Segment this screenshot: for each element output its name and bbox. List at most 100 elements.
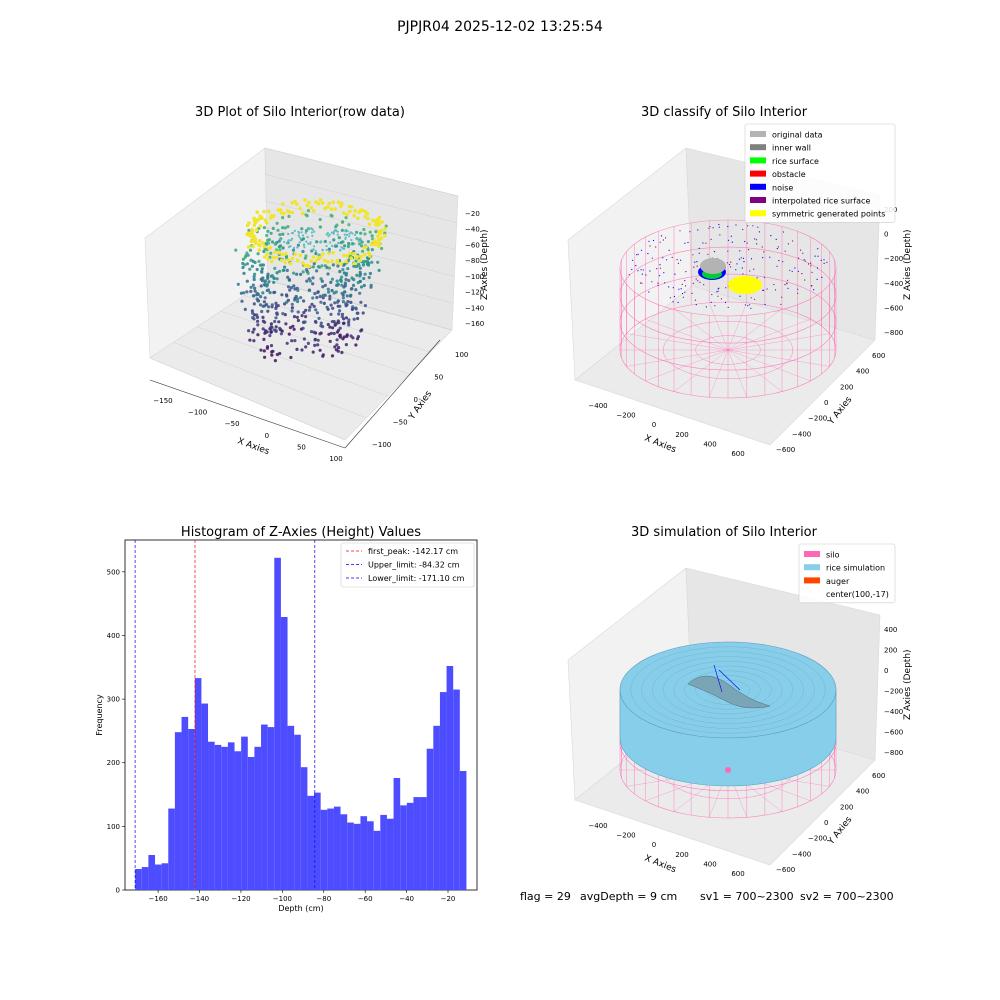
z-tick-label: 200 <box>884 647 897 655</box>
x-tick-label: −200 <box>616 832 635 840</box>
y-tick-label: −600 <box>776 446 795 454</box>
histogram-bar <box>433 725 440 890</box>
x-tick-label: −100 <box>188 409 207 417</box>
histogram-bar <box>347 822 354 890</box>
histogram-bar <box>280 617 288 890</box>
histogram-bar <box>400 805 407 890</box>
y-tick-label: 600 <box>872 352 885 360</box>
legend-label: center(100,-17) <box>826 590 889 599</box>
z-tick-label: −160 <box>465 320 484 328</box>
legend-swatch <box>750 144 766 151</box>
histogram-bar <box>161 863 169 890</box>
legend-label: silo <box>826 551 840 560</box>
y-tick-label: 400 <box>856 788 869 796</box>
y-axis-label: Y Axies <box>826 395 855 428</box>
legend-label: rice surface <box>772 157 819 166</box>
y-tick-label: 0 <box>414 396 418 404</box>
x-tick-label: 200 <box>675 431 688 439</box>
histogram-bar <box>294 734 301 890</box>
histogram-title: Histogram of Z-Axies (Height) Values <box>181 525 421 540</box>
histogram-bar <box>307 795 315 890</box>
legend-swatch <box>750 210 766 217</box>
panel-histogram: Histogram of Z-Axies (Height) Values −16… <box>95 525 478 913</box>
y-tick-label: 0 <box>824 819 828 827</box>
histogram-bar <box>314 792 321 890</box>
legend-label: symmetric generated points <box>772 210 885 219</box>
x-tick-label: 200 <box>675 851 688 859</box>
histogram-bar <box>221 746 228 890</box>
y-tick-label: −200 <box>808 835 827 843</box>
tick-labels: −150 −100 −50 0 50 100 −100 −50 0 50 100 −20 −40 −60 −… <box>153 210 484 463</box>
x-tick-label: 0 <box>652 421 656 429</box>
x-tick-label: −400 <box>588 822 607 830</box>
y-tick-label: 200 <box>840 803 853 811</box>
y-tick-label: −200 <box>808 415 827 423</box>
histogram-bar <box>181 716 189 890</box>
legend: first_peak: -142.17 cm Upper_limit: -84.3… <box>340 542 475 588</box>
z-tick-label: −80 <box>465 257 480 265</box>
legend: original data inner wall rice surface obsta… <box>744 123 896 223</box>
histogram-bar <box>234 751 242 890</box>
legend-label: original data <box>772 131 823 140</box>
x-tick-label: −200 <box>616 412 635 420</box>
y-tick-label: 200 <box>840 383 853 391</box>
legend-label: inner wall <box>772 144 811 153</box>
x-tick-label: −150 <box>153 397 172 405</box>
legend-swatch <box>750 157 766 164</box>
x-tick-label: −60 <box>358 895 373 903</box>
legend-swatch <box>750 183 766 190</box>
y-tick-label: 300 <box>107 696 120 704</box>
z-tick-label: −400 <box>884 708 903 716</box>
legend: silo rice simulation auger center(100,-17) <box>798 543 896 604</box>
histogram-bar <box>300 767 308 890</box>
classified-points <box>628 223 828 309</box>
x-tick-label: 0 <box>652 841 656 849</box>
y-tick-label: −400 <box>792 430 811 438</box>
legend-label: auger <box>826 577 850 586</box>
legend-label: obstacle <box>772 170 806 179</box>
histogram-bar <box>413 797 421 890</box>
histogram-bar <box>227 742 235 890</box>
histogram-bar <box>194 678 202 890</box>
silo-wireframe <box>619 219 837 399</box>
y-tick-label: 100 <box>455 351 468 359</box>
x-tick-label: −100 <box>273 895 292 903</box>
histogram-bar <box>327 808 334 890</box>
x-tick-label: −80 <box>316 895 331 903</box>
z-tick-label: 400 <box>884 626 897 634</box>
pane-floor <box>574 285 876 446</box>
histogram-bar <box>446 666 454 890</box>
legend-label: Lower_limit: -171.10 cm <box>368 574 465 583</box>
y-tick-label: −100 <box>372 441 391 449</box>
histogram-bar <box>373 830 381 890</box>
histogram-bar <box>208 741 215 890</box>
flag-text: flag = 29 <box>520 890 571 903</box>
y-tick-label: 200 <box>107 759 120 767</box>
y-tick-label: 0 <box>116 887 120 895</box>
histogram-bar <box>141 867 149 890</box>
x-tick-label: 0 <box>265 432 269 440</box>
y-axis-label: Y Axies <box>407 389 435 422</box>
legend-label: Upper_limit: -84.32 cm <box>368 561 460 570</box>
histogram-bar <box>386 818 394 890</box>
x-tick-label: −40 <box>399 895 414 903</box>
histogram-bar <box>188 729 195 890</box>
z-tick-label: −20 <box>465 210 480 218</box>
histogram-bar <box>393 778 401 890</box>
z-axis-label: Z Axies (Depth) <box>903 229 913 300</box>
legend-label: interpolated rice surface <box>772 197 870 206</box>
z-tick-label: −400 <box>884 280 903 288</box>
z-tick-label: −120 <box>465 289 484 297</box>
legend-swatch <box>750 197 766 203</box>
histogram-bar <box>174 732 182 890</box>
histogram-bar <box>333 806 341 890</box>
x-tick-label: 600 <box>731 450 744 458</box>
histogram-bar <box>459 771 467 890</box>
figure-title: PJPJR04 2025-12-02 13:25:54 <box>397 19 603 35</box>
histogram-bar <box>201 703 209 890</box>
histogram-bar <box>439 692 447 890</box>
histogram-bar <box>353 823 361 890</box>
legend-label: rice simulation <box>826 564 885 573</box>
y-axis-label: Y Axies <box>826 815 855 848</box>
